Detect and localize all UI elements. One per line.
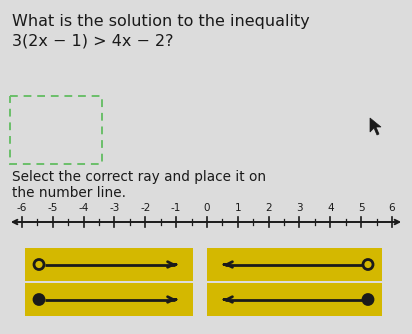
Text: 6: 6 [389,203,395,213]
Text: 2: 2 [265,203,272,213]
Text: -6: -6 [17,203,27,213]
Text: -2: -2 [140,203,150,213]
Text: -4: -4 [78,203,89,213]
Text: 1: 1 [234,203,241,213]
Text: What is the solution to the inequality: What is the solution to the inequality [12,14,310,29]
Circle shape [34,295,44,305]
Bar [10,96,102,164]
Text: -5: -5 [48,203,58,213]
Text: -1: -1 [171,203,181,213]
Text: 5: 5 [358,203,365,213]
Text: 4: 4 [327,203,334,213]
Bar [25,283,193,316]
Bar [207,248,382,281]
Bar [207,283,382,316]
Text: Select the correct ray and place it on: Select the correct ray and place it on [12,170,266,184]
Polygon shape [370,118,381,135]
Text: 0: 0 [204,203,210,213]
Text: 3: 3 [296,203,303,213]
Bar [25,248,193,281]
Text: the number line.: the number line. [12,186,126,200]
Circle shape [363,295,373,305]
Text: 3(2x − 1) > 4x − 2?: 3(2x − 1) > 4x − 2? [12,34,173,49]
Text: -3: -3 [109,203,120,213]
